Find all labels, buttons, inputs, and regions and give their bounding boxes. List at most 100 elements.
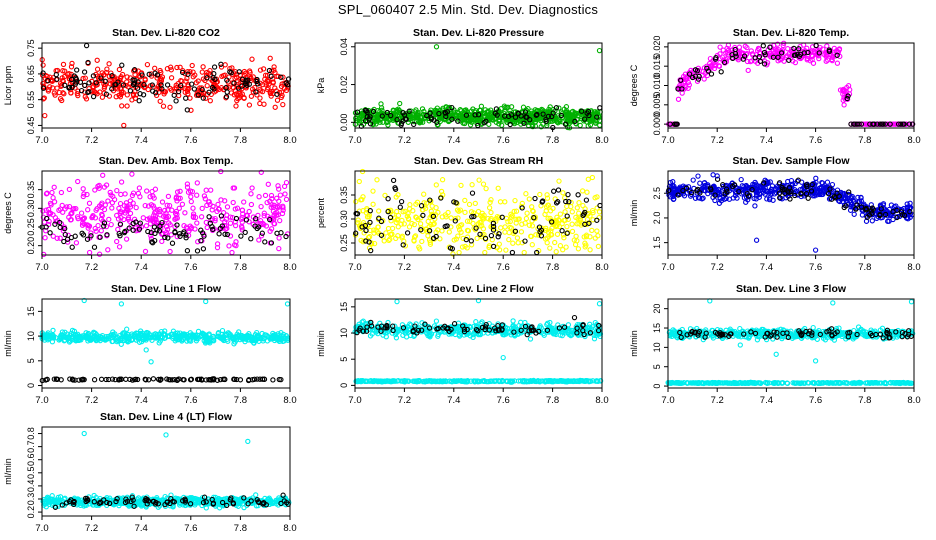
data-point — [101, 206, 108, 213]
data-point — [447, 245, 454, 251]
data-point — [512, 228, 519, 234]
data-points — [352, 44, 603, 131]
data-point — [156, 206, 163, 213]
data-point — [595, 243, 602, 250]
panel-title: Stan. Dev. Amb. Box Temp. — [99, 155, 234, 167]
x-tick-label: 7.6 — [497, 135, 510, 146]
data-point — [543, 116, 549, 123]
data-point — [259, 230, 265, 236]
panel-title: Stan. Dev. Li-820 Pressure — [413, 27, 544, 39]
data-point — [250, 89, 256, 95]
data-point — [481, 113, 488, 120]
data-point — [514, 235, 521, 241]
data-point — [466, 201, 473, 208]
data-point — [520, 104, 527, 110]
data-point — [372, 114, 378, 121]
data-point — [741, 53, 748, 59]
data-point — [184, 184, 191, 190]
data-point — [40, 80, 46, 87]
data-point — [99, 211, 105, 218]
y-tick-label: 0.020 — [652, 36, 662, 59]
data-point — [485, 215, 491, 222]
data-point — [531, 215, 537, 221]
data-point — [510, 318, 516, 324]
data-point — [549, 225, 555, 231]
data-point — [555, 199, 561, 205]
data-point — [164, 226, 171, 233]
data-point — [204, 224, 210, 231]
data-point — [202, 196, 208, 202]
data-point — [400, 110, 406, 116]
data-point — [498, 225, 504, 231]
data-point — [106, 61, 112, 67]
data-point — [490, 220, 497, 226]
data-point — [366, 245, 373, 251]
data-point — [401, 221, 407, 227]
data-point — [43, 191, 50, 197]
data-point — [162, 89, 169, 95]
x-tick-label: 7.4 — [447, 135, 460, 146]
data-point — [694, 68, 700, 74]
data-point — [259, 88, 266, 95]
data-point — [490, 223, 497, 230]
data-point — [712, 56, 719, 62]
data-point — [515, 111, 521, 117]
data-point — [91, 377, 98, 383]
data-point — [168, 232, 174, 238]
data-point — [101, 184, 108, 190]
data-point — [778, 50, 785, 56]
data-point — [152, 90, 159, 96]
data-point — [695, 173, 701, 179]
data-point — [160, 103, 167, 109]
data-point — [418, 227, 424, 233]
data-point — [172, 229, 178, 235]
data-point — [278, 230, 284, 236]
data-point — [78, 210, 85, 216]
data-point — [276, 186, 282, 192]
data-point — [94, 91, 100, 97]
data-point — [840, 88, 847, 94]
data-point — [532, 195, 538, 202]
data-point — [86, 249, 93, 256]
data-point — [253, 216, 259, 222]
data-point — [370, 188, 376, 194]
data-point — [274, 203, 280, 210]
data-point — [243, 77, 249, 83]
data-point — [152, 65, 158, 71]
data-point — [182, 210, 188, 216]
data-point — [508, 214, 515, 220]
data-point — [488, 232, 495, 239]
data-point — [59, 202, 65, 209]
data-point — [576, 200, 582, 206]
x-tick-label: 8.0 — [595, 135, 608, 146]
data-point — [411, 121, 417, 128]
data-point — [529, 242, 535, 248]
data-point — [481, 120, 487, 126]
data-point — [93, 80, 99, 86]
data-point — [597, 202, 603, 209]
plot-frame — [354, 42, 603, 129]
data-point — [165, 235, 171, 241]
data-point — [95, 222, 101, 229]
data-point — [60, 77, 66, 84]
data-point — [553, 249, 559, 255]
data-point — [257, 95, 263, 101]
data-point — [246, 102, 253, 108]
data-points — [39, 297, 291, 384]
data-point — [96, 251, 103, 257]
data-point — [58, 189, 65, 196]
data-point — [249, 86, 256, 92]
data-point — [394, 116, 400, 123]
data-point — [547, 208, 554, 214]
data-point — [469, 182, 475, 188]
data-point — [678, 77, 684, 83]
data-point — [73, 75, 79, 81]
y-axis-label: degrees C — [3, 192, 13, 234]
data-point — [47, 200, 54, 207]
data-point — [384, 109, 390, 116]
data-point — [469, 214, 475, 220]
data-point — [75, 215, 81, 222]
data-point — [844, 95, 850, 102]
data-point — [51, 90, 57, 96]
data-point — [163, 229, 170, 236]
